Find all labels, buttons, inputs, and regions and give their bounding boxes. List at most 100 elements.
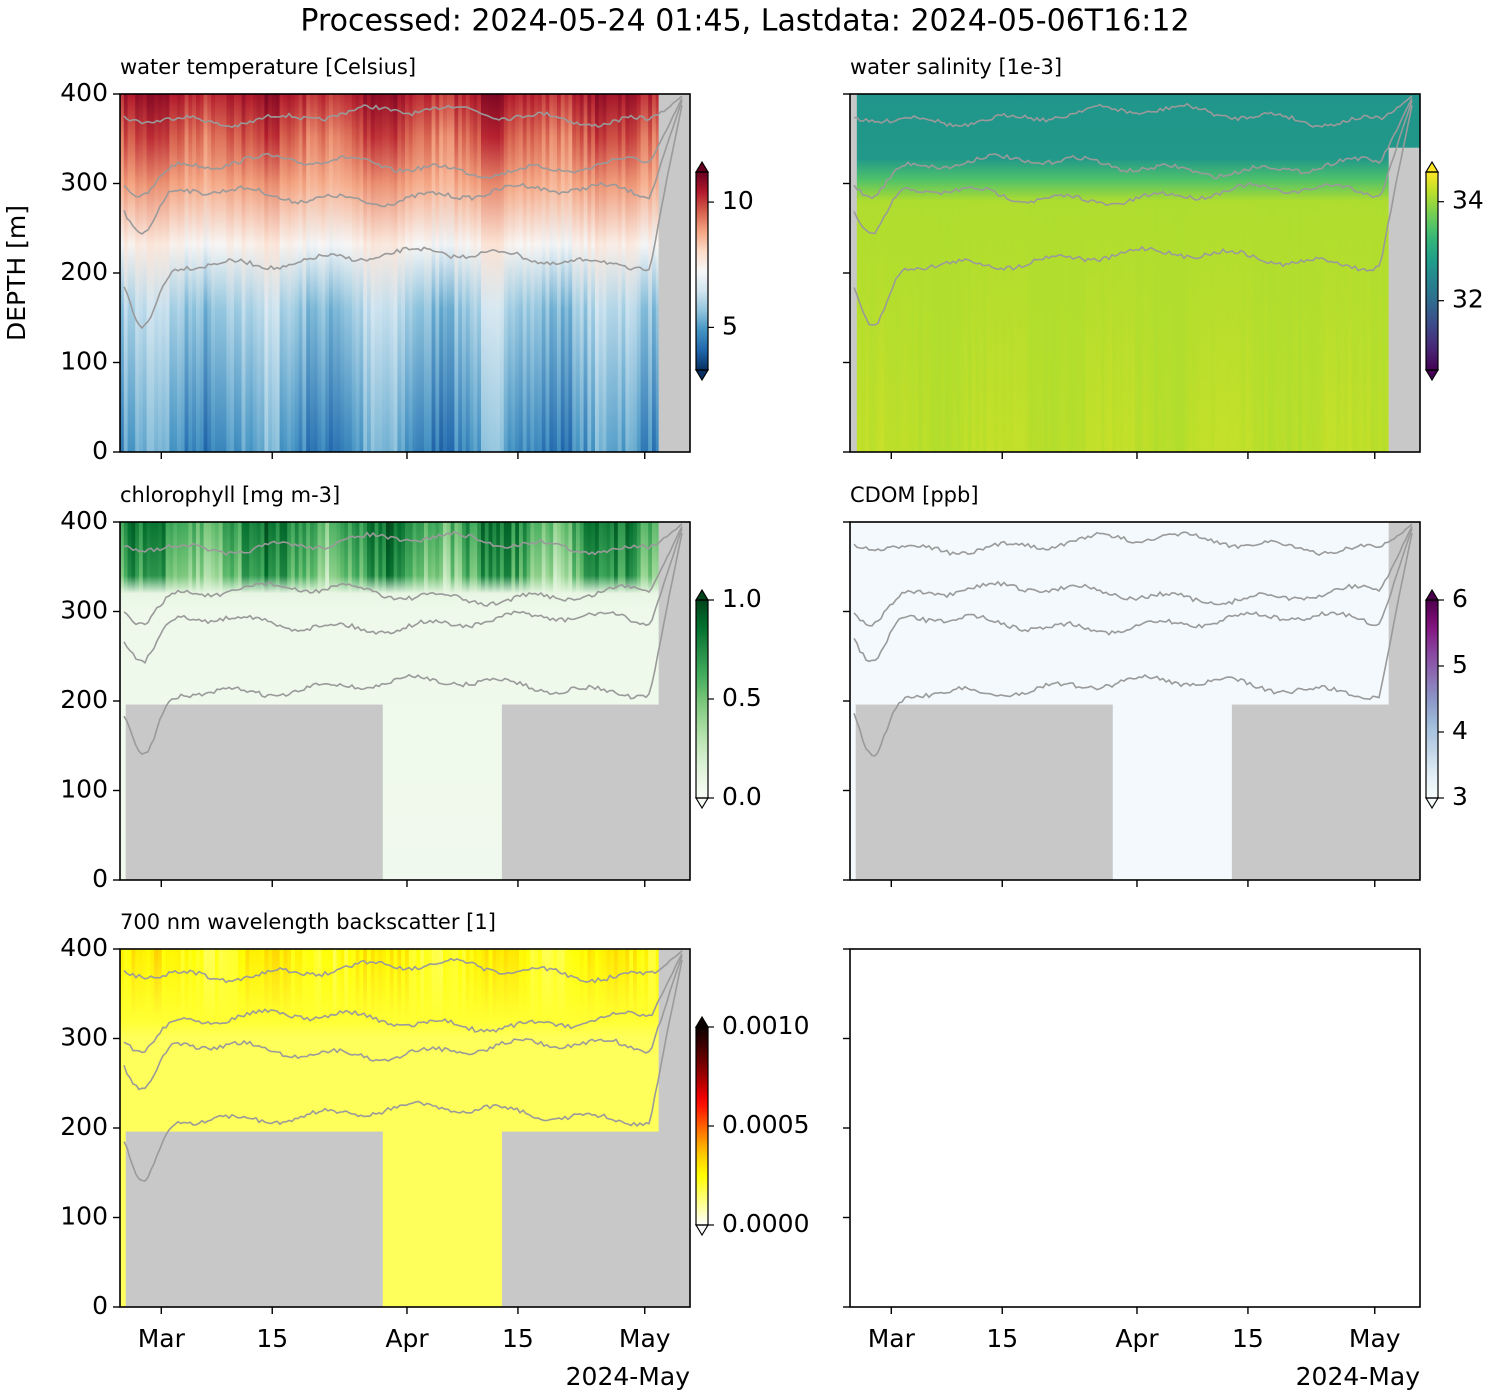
- heatmap-column: [587, 949, 592, 1307]
- heatmap-column: [302, 94, 307, 452]
- heatmap-column: [960, 522, 965, 880]
- heatmap-column: [386, 949, 391, 1307]
- heatmap-column: [454, 949, 459, 1307]
- heatmap-column: [1366, 522, 1372, 880]
- contour-line: [123, 953, 683, 1054]
- heatmap-column: [1245, 94, 1250, 452]
- heatmap-column: [325, 949, 330, 1307]
- panel-title: water salinity [1e-3]: [850, 55, 1062, 79]
- heatmap: [120, 949, 690, 1307]
- heatmap-column: [1154, 522, 1159, 880]
- heatmap-column: [359, 522, 364, 880]
- x-offset-label: 2024-May: [1296, 1362, 1421, 1391]
- heatmap-column: [1002, 522, 1007, 880]
- heatmap-column: [291, 522, 296, 880]
- heatmap-column: [899, 522, 904, 880]
- heatmap-column: [199, 522, 205, 880]
- heatmap-column: [359, 949, 364, 1307]
- heatmap-column: [598, 522, 604, 880]
- x-tick-label: Mar: [868, 1324, 916, 1353]
- heatmap-column: [640, 94, 645, 452]
- heatmap-column: [1294, 522, 1299, 880]
- heatmap-column: [1119, 94, 1125, 452]
- heatmap-column: [872, 522, 878, 880]
- heatmap-column: [1363, 522, 1368, 880]
- y-tick-label: 200: [60, 685, 108, 714]
- heatmap-column: [203, 949, 208, 1307]
- heatmap-column: [279, 949, 284, 1307]
- heatmap-column: [1108, 522, 1113, 880]
- heatmap-column: [477, 949, 482, 1307]
- heatmap-column: [998, 94, 1003, 452]
- heatmap-column: [291, 94, 296, 452]
- heatmap-column: [139, 522, 144, 880]
- heatmap-column: [1165, 94, 1170, 452]
- heatmap-column: [1176, 94, 1182, 452]
- heatmap-column: [120, 949, 125, 1307]
- heatmap-column: [1378, 522, 1383, 880]
- heatmap-column: [591, 522, 596, 880]
- heatmap-column: [945, 94, 950, 452]
- heatmap-column: [1123, 94, 1128, 452]
- heatmap-column: [1264, 94, 1269, 452]
- colorbar: [696, 1027, 708, 1225]
- heatmap-column: [926, 94, 931, 452]
- heatmap-column: [952, 522, 957, 880]
- axes-frame: [849, 948, 1421, 1308]
- heatmap-column: [579, 522, 585, 880]
- no-data-region: [658, 949, 690, 1307]
- heatmap-column: [1100, 522, 1106, 880]
- heatmap-column: [1112, 94, 1117, 452]
- heatmap-column: [1066, 94, 1071, 452]
- heatmap-column: [188, 94, 193, 452]
- heatmap-column: [222, 94, 227, 452]
- heatmap-column: [462, 94, 467, 452]
- heatmap-column: [344, 522, 349, 880]
- heatmap-column: [431, 94, 436, 452]
- heatmap-column: [222, 522, 227, 880]
- heatmap-column: [1078, 94, 1083, 452]
- heatmap-column: [1317, 94, 1322, 452]
- heatmap-column: [553, 94, 558, 452]
- heatmap-column: [1173, 522, 1178, 880]
- heatmap-column: [1093, 94, 1098, 452]
- heatmap-column: [386, 94, 391, 452]
- heatmap-column: [245, 522, 250, 880]
- heatmap-column: [412, 522, 417, 880]
- heatmap-column: [439, 522, 444, 880]
- heatmap-column: [1344, 522, 1349, 880]
- heatmap: [850, 522, 1420, 880]
- heatmap-column: [579, 949, 585, 1307]
- heatmap-column: [591, 94, 596, 452]
- heatmap-column: [184, 949, 189, 1307]
- no-data-region: [125, 1131, 383, 1307]
- heatmap-column: [139, 94, 144, 452]
- heatmap-column: [1317, 522, 1322, 880]
- colorbar-extend: [694, 369, 710, 382]
- heatmap-column: [287, 94, 292, 452]
- heatmap-column: [492, 94, 497, 452]
- heatmap-column: [1321, 94, 1326, 452]
- heatmap-column: [636, 949, 642, 1307]
- heatmap-column: [473, 522, 478, 880]
- heatmap-column: [1169, 94, 1174, 452]
- heatmap-column: [1268, 94, 1273, 452]
- heatmap-column: [237, 94, 243, 452]
- heatmap-column: [861, 522, 866, 880]
- heatmap-column: [294, 522, 300, 880]
- heatmap-column: [629, 94, 634, 452]
- heatmap-column: [500, 949, 505, 1307]
- heatmap-column: [1085, 522, 1090, 880]
- heatmap-column: [123, 94, 129, 452]
- heatmap-column: [1028, 522, 1033, 880]
- heatmap-column: [196, 949, 201, 1307]
- heatmap-column: [386, 522, 391, 880]
- x-tick-label: May: [619, 1324, 671, 1353]
- heatmap-column: [549, 522, 554, 880]
- heatmap-column: [340, 522, 345, 880]
- heatmap-column: [161, 949, 167, 1307]
- heatmap-column: [306, 949, 311, 1307]
- panel-title: chlorophyll [mg m-3]: [120, 483, 340, 507]
- heatmap-column: [367, 522, 372, 880]
- heatmap-column: [979, 522, 984, 880]
